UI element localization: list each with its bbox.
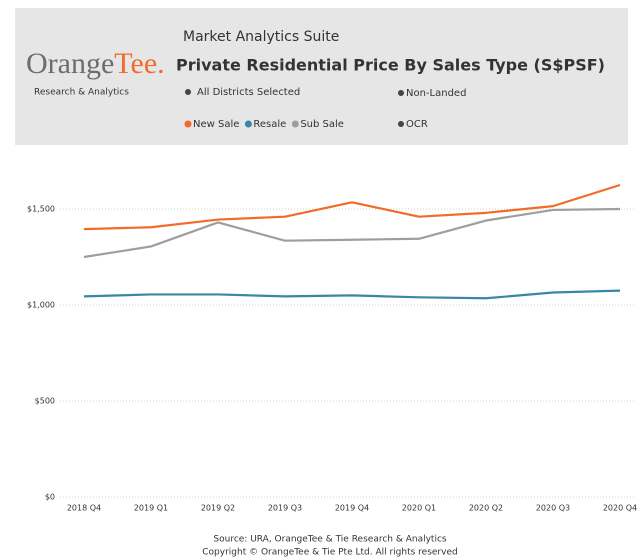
filter-dot (185, 89, 191, 95)
x-tick-label: 2020 Q1 (402, 504, 436, 513)
logo-left: Orange (26, 47, 114, 80)
series-line (83, 289, 621, 300)
y-tick-label: $0 (45, 493, 55, 502)
filter-dot (398, 121, 404, 127)
logo-right: Tee. (114, 47, 164, 80)
x-tick-label: 2019 Q1 (134, 504, 168, 513)
header-panel (15, 8, 628, 145)
x-tick-label: 2019 Q4 (335, 504, 369, 513)
x-tick-label: 2020 Q3 (536, 504, 570, 513)
x-tick-label: 2018 Q4 (67, 504, 101, 513)
series-line (83, 207, 621, 259)
filter: Non-Landed (406, 88, 466, 99)
chart-title: Private Residential Price By Sales Type … (176, 56, 605, 75)
suite-name: Market Analytics Suite (183, 29, 339, 45)
legend-label: New Sale (193, 119, 239, 130)
footer: Copyright © OrangeTee & Tie Pte Ltd. All… (202, 548, 457, 558)
filter: OCR (406, 119, 428, 130)
series-line (83, 183, 621, 231)
legend-dot (184, 120, 192, 128)
filter: All Districts Selected (197, 87, 300, 98)
legend-label: Sub Sale (300, 119, 344, 130)
y-tick-label: $500 (35, 397, 55, 406)
logo: OrangeTee. (26, 47, 165, 80)
legend-dot (244, 120, 252, 128)
x-tick-label: 2020 Q2 (469, 504, 503, 513)
y-tick-label: $1,500 (27, 205, 55, 214)
legend-label: Resale (253, 119, 286, 130)
y-tick-label: $1,000 (27, 301, 55, 310)
x-tick-label: 2020 Q4 (603, 504, 637, 513)
tagline: Research & Analytics (34, 88, 129, 98)
x-tick-label: 2019 Q3 (268, 504, 302, 513)
filter-dot (398, 90, 404, 96)
legend-dot (291, 120, 299, 128)
footer: Source: URA, OrangeTee & Tie Research & … (213, 535, 447, 545)
x-tick-label: 2019 Q2 (201, 504, 235, 513)
